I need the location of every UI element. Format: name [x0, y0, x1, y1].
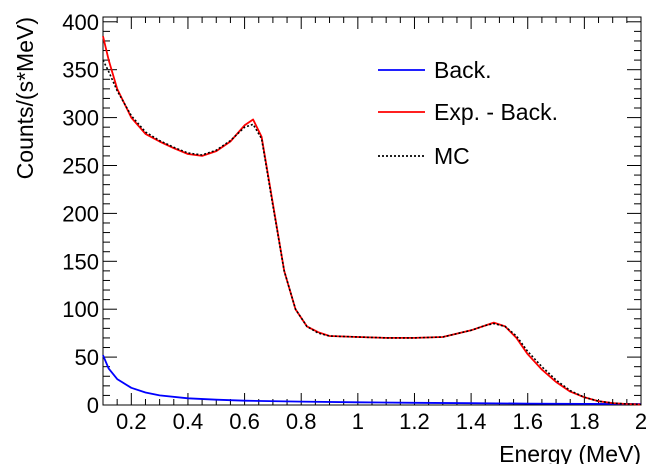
x-tick-label: 1.2: [399, 409, 430, 434]
series-line-mc: [102, 59, 642, 406]
x-tick-label: 0.6: [229, 409, 260, 434]
y-tick-label: 400: [62, 10, 99, 35]
y-axis-title: Counts/(s*MeV): [12, 17, 38, 179]
y-tick-label: 0: [87, 393, 99, 418]
x-tick-label: 0.2: [116, 409, 147, 434]
y-tick-label: 300: [62, 106, 99, 131]
y-tick-label: 200: [62, 201, 99, 226]
x-axis-title: Energy (MeV): [499, 441, 641, 464]
legend-label: MC: [434, 143, 470, 169]
y-tick-label: 350: [62, 58, 99, 83]
legend-label: Back.: [434, 57, 492, 83]
series-line-exp-minus-back: [102, 35, 642, 406]
series-line-back: [102, 354, 642, 405]
x-tick-label: 2: [635, 409, 647, 434]
x-tick-label: 1: [352, 409, 364, 434]
legend-label: Exp. - Back.: [434, 99, 558, 125]
y-tick-label: 50: [75, 345, 99, 370]
x-tick-label: 1.4: [456, 409, 487, 434]
plot-frame: [102, 16, 642, 406]
y-tick-label: 250: [62, 153, 99, 178]
x-tick-label: 1.8: [569, 409, 600, 434]
y-tick-label: 100: [62, 297, 99, 322]
x-tick-label: 1.6: [512, 409, 543, 434]
x-tick-label: 0.8: [286, 409, 317, 434]
x-tick-label: 0.4: [173, 409, 204, 434]
y-tick-label: 150: [62, 249, 99, 274]
